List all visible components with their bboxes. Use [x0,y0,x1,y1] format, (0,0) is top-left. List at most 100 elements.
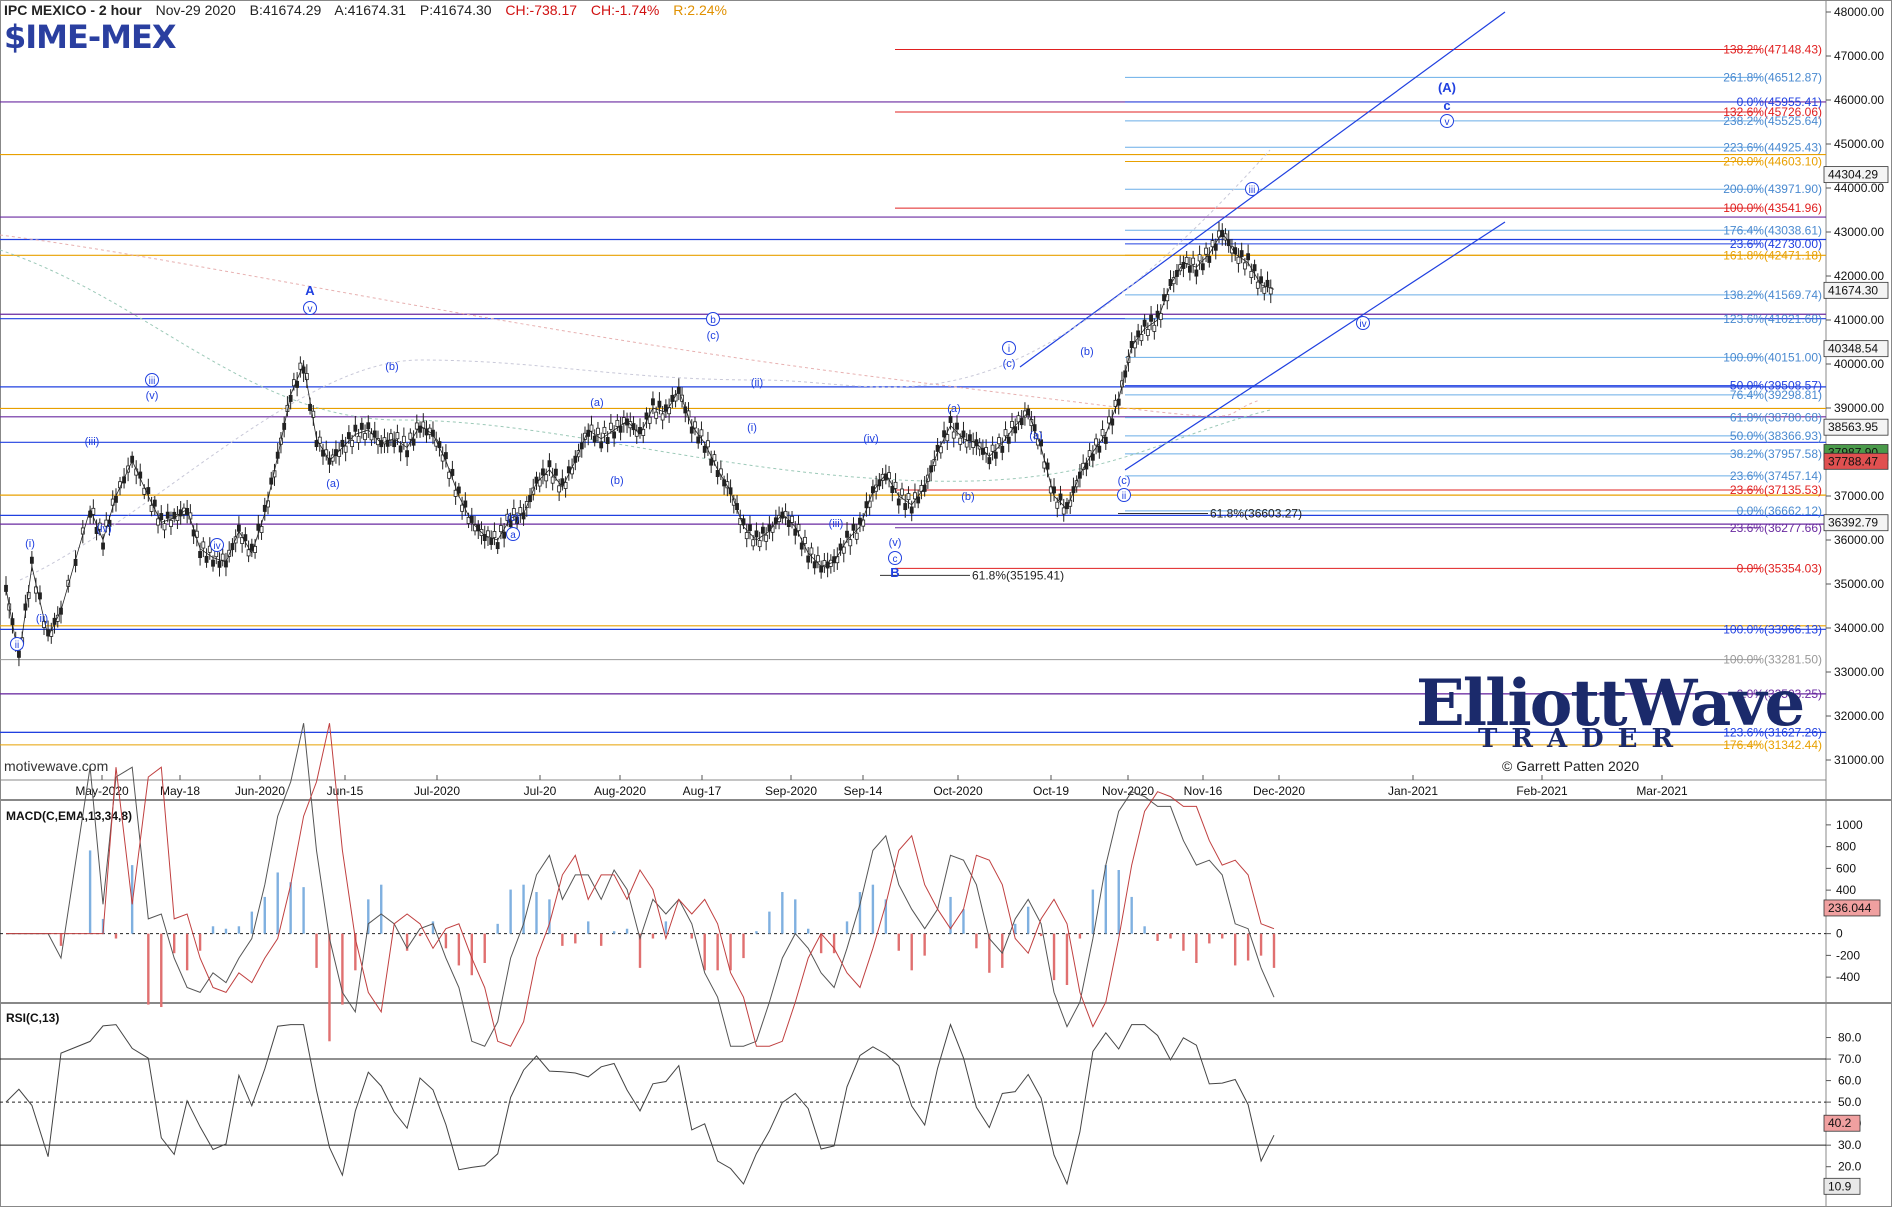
candle-body [696,436,701,444]
wave-label: (v) [889,537,902,549]
macd-histogram-bar [405,933,409,951]
macd-histogram-bar [1259,933,1263,956]
candle-body [761,526,765,534]
fib-label: 0.0%(45955.41) [1737,95,1822,109]
macd-histogram-bar [1221,933,1224,939]
candle-body [185,507,190,515]
rsi-y-label: 60.0 [1838,1074,1862,1088]
candle-body [790,515,794,523]
candle-body [799,542,804,550]
candle-body [553,468,558,476]
candle-body [340,439,345,447]
candle-body [725,481,730,489]
macd-histogram-bar [807,928,810,934]
candle-body [654,411,659,419]
macd-histogram [59,850,1276,1042]
macd-histogram-bar [1143,926,1146,934]
fib-label: 50.0%(39508.57) [1730,379,1822,393]
macd-histogram-bar [1117,870,1120,934]
extension-label: 61.8%(36603.27) [1210,506,1302,520]
macd-histogram-bar [1272,933,1276,968]
candle-body [301,366,306,374]
macd-title: MACD(C,EMA,13,34,8) [6,809,132,823]
y-tick-label: 39000.00 [1834,401,1884,415]
wave-label: (b) [961,491,974,503]
wave-label: ii [15,640,19,651]
x-tick-label: May-18 [160,784,200,798]
x-tick-label: Jul-20 [524,784,557,798]
macd-histogram-bar [114,933,118,939]
fib-label: 0.0%(36662.12) [1737,504,1822,518]
wave-label-circle [1002,341,1016,355]
y-tick-label: 36000.00 [1834,533,1884,547]
candle-body [236,524,241,532]
candle-body [964,440,969,448]
candle-body [641,428,646,436]
candle-body [803,536,807,544]
y-tick-label: 41000.00 [1834,313,1884,327]
macd-histogram-bar [1026,906,1030,934]
wave-label-circle [10,637,24,651]
candle-body [1200,263,1205,271]
macd-histogram-bar [897,933,900,951]
candle-body [444,452,448,460]
candle-body [913,492,917,500]
fib-label: 23.6%(37135.53) [1730,483,1822,497]
candle-body [1003,429,1008,437]
macd-histogram-bar [703,933,706,971]
y-tick-label: 34000.00 [1834,621,1884,635]
candle-body [1242,262,1247,270]
candle-body [990,444,995,452]
candle-body [382,437,387,445]
candle-body [845,530,849,538]
candle-body [993,451,998,459]
fib-label: 123.6%(41021.68) [1723,312,1822,326]
candle-body [220,553,225,561]
wave-label-circle [888,551,902,565]
symbol-title: $IME-MEX [4,18,177,56]
macd-histogram-bar [1065,933,1069,986]
x-tick-label: Nov-16 [1184,784,1223,798]
candle-body [411,438,416,446]
x-tick-label: Oct-2020 [933,784,983,798]
fib-label: 161.8%(42471.18) [1723,248,1822,262]
candle-body [1194,269,1199,277]
macd-histogram-bar [1182,933,1185,951]
candle-body [751,539,756,547]
macd-histogram-bar [367,899,370,934]
macd-histogram-bar [910,933,913,971]
candle-body [1152,324,1157,332]
candle-body [353,424,358,432]
macd-histogram-bar [224,928,228,934]
fib-label: 100.0%(33281.50) [1723,653,1822,667]
wave-label: (ii) [36,613,48,625]
price-tag-label: 38563.95 [1828,420,1878,434]
fib-label: 123.6%(31627.26) [1723,725,1822,739]
wave-label-circle [1117,488,1131,502]
price-tag-label: 40348.54 [1828,342,1878,356]
rsi-y-label: 80.0 [1838,1031,1862,1045]
macd-histogram-bar [1052,933,1056,981]
macd-histogram-bar [884,899,888,934]
candle-body [987,457,992,465]
macd-y-label: 0 [1836,927,1843,941]
candle-body [693,421,697,429]
wave-label: (iii) [85,436,100,448]
macd-histogram-bar [612,931,616,934]
candle-body [922,484,927,492]
macd-histogram-bar [832,933,836,954]
candle-body [615,419,620,427]
candle-body [592,435,597,443]
macd-histogram-bar [768,911,771,934]
x-tick-label: Aug-2020 [594,784,646,798]
wave-label: (c) [507,512,520,524]
candle-body [505,513,510,521]
candle-body [456,486,461,494]
candle-body [156,518,160,526]
candle-body [783,510,788,518]
wave-label: v [308,304,313,315]
price-tag-label: 44304.29 [1828,168,1878,182]
candle-body [1013,426,1018,434]
